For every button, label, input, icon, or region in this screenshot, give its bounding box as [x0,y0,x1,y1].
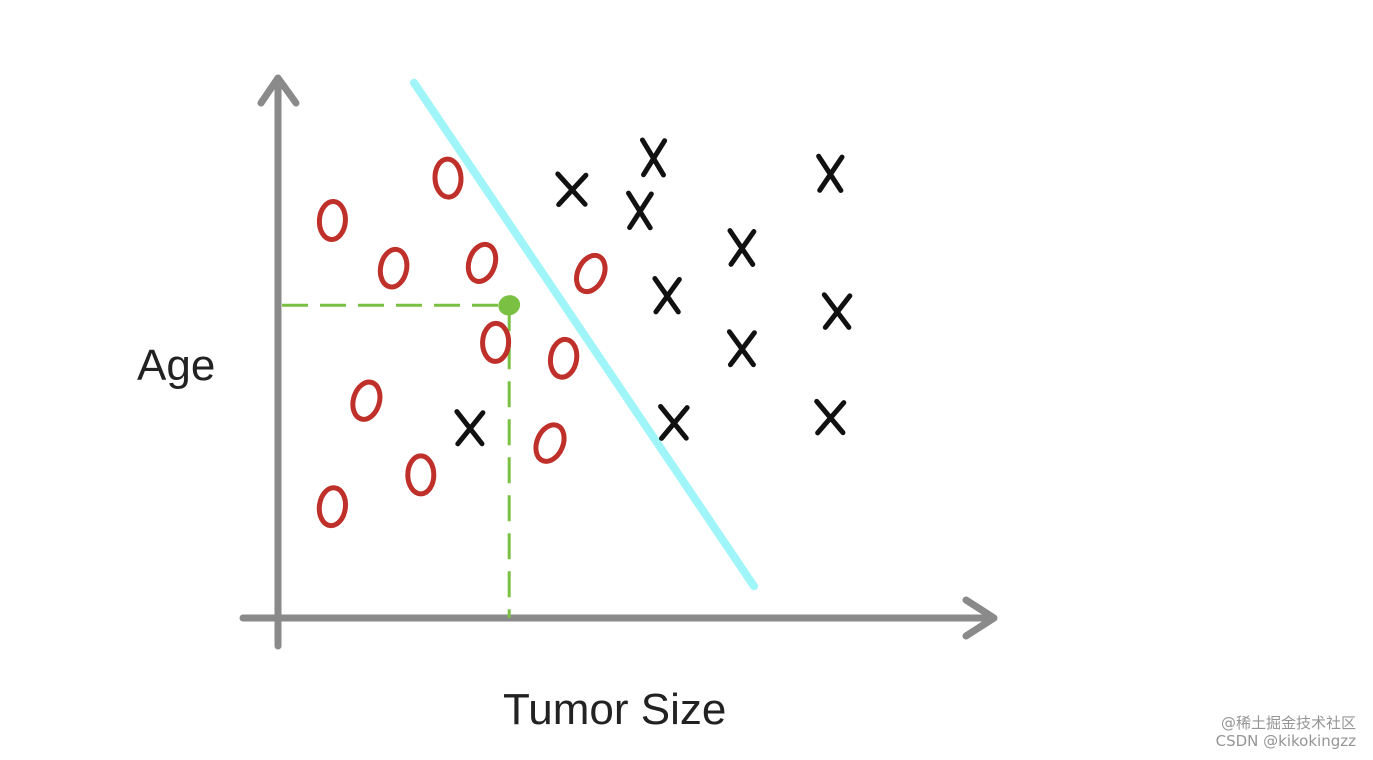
y-axis-label: Age [137,341,216,390]
x-marker-stroke [817,154,845,193]
x-marker [727,228,757,267]
x-marker-stroke [815,400,847,436]
x-marker-stroke [822,293,853,330]
x-marker-stroke [556,172,589,208]
watermark-line-1: @稀土掘金技术社区 [1220,714,1356,732]
o-marker [533,422,567,464]
watermark: @稀土掘金技术社区 CSDN @kikokingzz [1166,714,1356,750]
x-marker-stroke [659,405,690,441]
x-marker-stroke [455,410,486,447]
x-marker [652,276,682,315]
o-marker [316,199,348,242]
x-marker-stroke [728,229,757,267]
x-marker [726,329,757,368]
x-marker [639,137,668,178]
y-axis-arrow [257,74,300,107]
x-marker [821,292,853,330]
o-marker [405,453,437,497]
x-marker-stroke [653,276,682,315]
query-guides [282,303,511,618]
x-marker [814,398,847,436]
data-marks [316,137,853,529]
o-marker [432,156,464,200]
x-marker [816,153,845,193]
x-marker [454,409,486,447]
x-marker [555,171,589,208]
x-marker-stroke [727,330,757,368]
axes [239,74,998,650]
decision-boundary-line [410,78,758,591]
x-marker-stroke [641,138,668,178]
query-point [498,295,521,316]
x-axis-label: Tumor Size [503,685,727,734]
o-marker [350,379,383,422]
x-marker [658,403,690,441]
x-marker [626,190,654,231]
o-marker [480,320,512,364]
o-marker [574,252,608,295]
x-axis-arrow [962,596,998,640]
o-marker [316,485,349,529]
decision-boundary [410,78,758,591]
x-marker-stroke [627,191,654,231]
o-marker [377,246,410,290]
o-marker [547,336,580,380]
o-marker [465,241,499,284]
watermark-line-2: CSDN @kikokingzz [1215,732,1356,750]
